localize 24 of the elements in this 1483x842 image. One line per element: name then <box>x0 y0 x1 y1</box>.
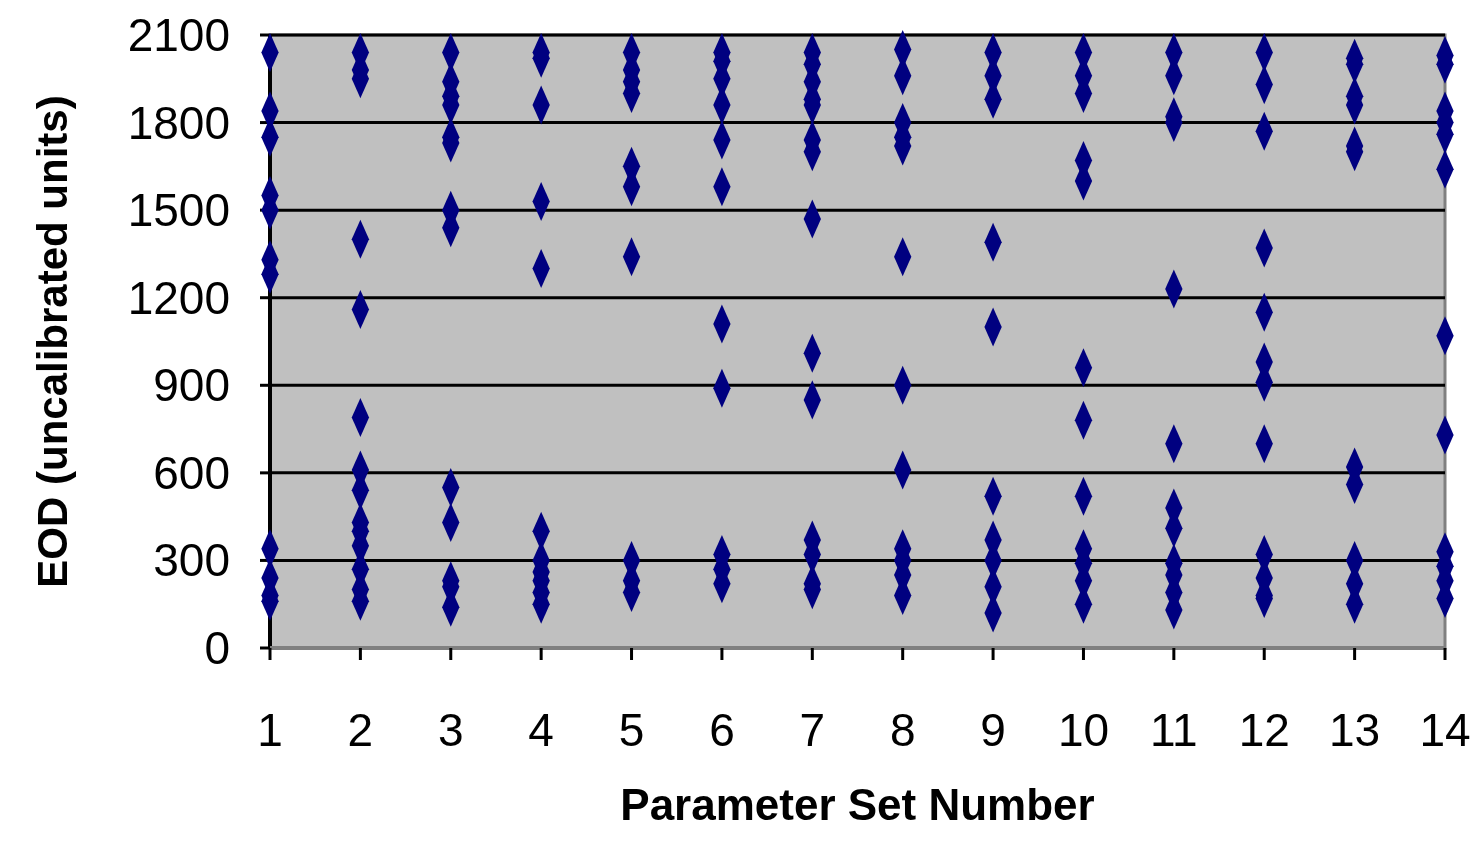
x-tick-label: 6 <box>709 704 735 756</box>
y-tick-label: 1500 <box>127 184 230 237</box>
x-tick-label: 12 <box>1238 704 1290 756</box>
y-tick-label: 900 <box>153 359 230 412</box>
x-tick-label: 4 <box>528 704 554 756</box>
x-tick-label: 14 <box>1419 704 1471 756</box>
y-axis-title: EOD (uncalibrated units) <box>28 95 76 588</box>
x-tick-label: 1 <box>257 704 283 756</box>
x-tick-label: 5 <box>618 704 645 756</box>
y-tick-label: 1800 <box>127 96 230 149</box>
x-tick-label: 10 <box>1057 704 1110 756</box>
y-tick-label: 300 <box>153 534 230 587</box>
y-tick-label: 2100 <box>127 9 230 61</box>
x-tick-label: 8 <box>889 704 916 756</box>
x-tick-label: 2 <box>347 704 374 756</box>
x-tick-label: 3 <box>437 704 464 756</box>
x-axis-title: Parameter Set Number <box>620 780 1095 829</box>
x-tick-label: 11 <box>1149 704 1198 756</box>
y-tick-label: 1200 <box>127 271 230 324</box>
x-tick-label: 7 <box>799 704 826 756</box>
y-tick-label: 600 <box>153 446 230 499</box>
y-tick-label: 0 <box>204 622 230 674</box>
x-tick-label: 9 <box>980 704 1006 756</box>
x-tick-label: 13 <box>1329 704 1381 756</box>
